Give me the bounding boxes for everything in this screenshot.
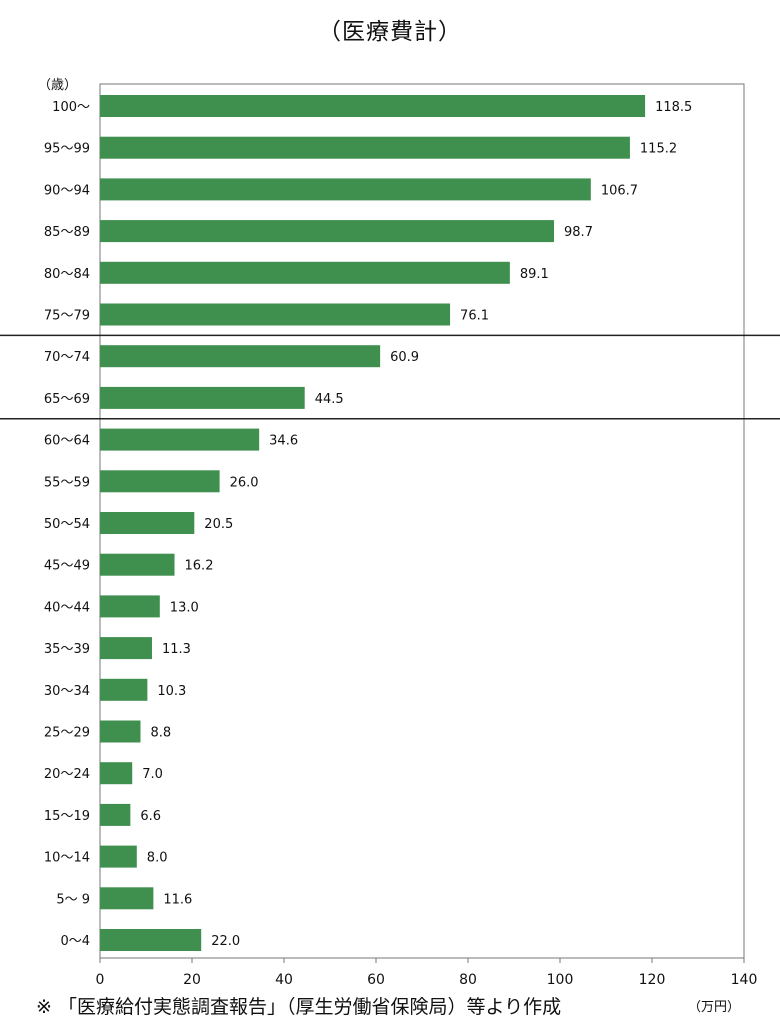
category-label: 60～64 <box>44 434 90 449</box>
bar <box>100 887 154 910</box>
source-footnote: ※ 「医療給付実態調査報告」（厚生労働省保険局）等より作成 <box>36 996 562 1018</box>
plot-area-frame <box>99 83 745 959</box>
bar <box>100 512 195 534</box>
bar <box>100 178 591 201</box>
data-label: 115.2 <box>640 142 677 157</box>
y-axis-unit-label: （歳） <box>38 78 78 93</box>
data-label: 8.8 <box>150 726 171 741</box>
data-label: 22.0 <box>211 934 240 949</box>
data-label: 11.6 <box>163 892 192 907</box>
category-label: 80～84 <box>44 267 90 282</box>
category-label: 75～79 <box>44 309 90 324</box>
category-label: 70～74 <box>44 350 90 365</box>
category-label: 0～4 <box>60 934 90 949</box>
bar <box>100 803 131 826</box>
x-tick-label: 40 <box>275 972 293 988</box>
bar <box>100 553 175 576</box>
x-tick-label: 80 <box>459 972 477 988</box>
x-tick-label: 140 <box>731 972 758 988</box>
category-label: 85～89 <box>44 225 90 240</box>
data-label: 34.6 <box>269 434 298 449</box>
bar <box>100 136 630 159</box>
bar <box>100 428 260 451</box>
data-label: 11.3 <box>162 642 191 657</box>
data-label: 106.7 <box>601 183 638 198</box>
data-label: 76.1 <box>460 309 489 324</box>
data-label: 8.0 <box>147 851 168 866</box>
bar <box>100 637 152 660</box>
bar <box>100 929 202 951</box>
data-label: 20.5 <box>204 517 233 532</box>
bar <box>100 720 141 743</box>
x-tick-label: 120 <box>639 972 666 988</box>
data-label: 13.0 <box>170 600 199 615</box>
category-label: 50～54 <box>44 517 90 532</box>
x-axis-unit-label: （万円） <box>688 1000 741 1015</box>
chart-title: （医療費計） <box>318 19 462 45</box>
category-label: 15～19 <box>44 809 90 824</box>
bar <box>100 220 555 243</box>
category-label: 10～14 <box>44 851 90 866</box>
x-tick-label: 60 <box>367 972 385 988</box>
data-label: 16.2 <box>185 559 214 574</box>
data-label: 6.6 <box>140 809 161 824</box>
category-label: 20～24 <box>44 767 90 782</box>
bar <box>100 762 133 785</box>
bar <box>100 345 381 368</box>
data-label: 98.7 <box>564 225 593 240</box>
category-label: 45～49 <box>44 559 90 574</box>
category-label: 25～29 <box>44 726 90 741</box>
bar <box>100 386 305 409</box>
bar <box>100 303 451 326</box>
category-label: 55～59 <box>44 475 90 490</box>
bar <box>100 845 137 868</box>
category-label: 65～69 <box>44 392 90 407</box>
x-tick-label: 0 <box>96 972 105 988</box>
x-tick-label: 100 <box>547 972 574 988</box>
category-label: 30～34 <box>44 684 90 699</box>
bar <box>100 261 510 284</box>
data-label: 118.5 <box>655 100 692 115</box>
bar <box>100 678 148 701</box>
category-label: 90～94 <box>44 183 90 198</box>
category-label: 40～44 <box>44 600 90 615</box>
data-label: 89.1 <box>520 267 549 282</box>
data-label: 60.9 <box>390 350 419 365</box>
x-tick-label: 20 <box>183 972 201 988</box>
data-label: 7.0 <box>142 767 163 782</box>
category-label: 5～ 9 <box>56 892 90 907</box>
bar <box>100 595 160 618</box>
category-label: 95～99 <box>44 142 90 157</box>
category-label: 35～39 <box>44 642 90 657</box>
data-label: 26.0 <box>230 475 259 490</box>
data-label: 44.5 <box>315 392 344 407</box>
category-label: 100～ <box>52 100 90 115</box>
data-label: 10.3 <box>157 684 186 699</box>
bar <box>100 470 220 493</box>
bar <box>100 95 646 117</box>
